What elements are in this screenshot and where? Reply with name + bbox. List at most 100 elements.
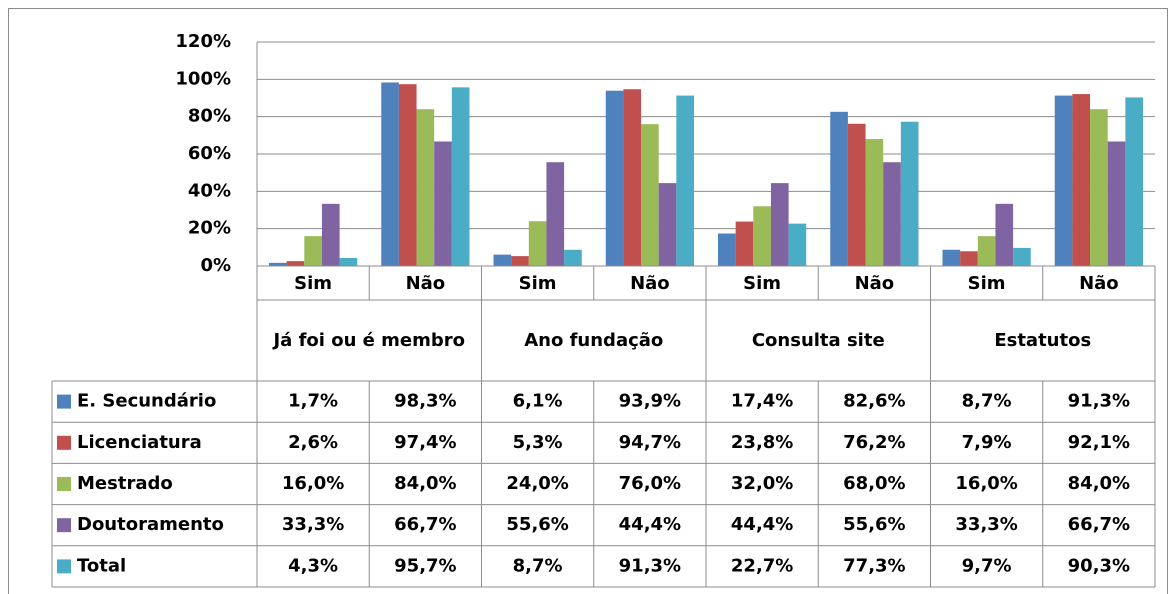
- table-cell: 95,7%: [394, 555, 456, 576]
- bar: [753, 206, 771, 266]
- table-cell: 8,7%: [513, 555, 563, 576]
- bar: [735, 221, 754, 266]
- group-label-box: Já foi ou é membro: [273, 329, 465, 351]
- bar: [321, 203, 340, 266]
- legend-key: [57, 477, 71, 491]
- y-tick-label: 0%: [200, 255, 231, 276]
- bar: [1107, 141, 1126, 266]
- x-tick-label: Não: [406, 273, 446, 294]
- table-cell: 2,6%: [288, 432, 338, 453]
- group-label: Ano fundação: [524, 329, 664, 351]
- table-cell: 66,7%: [1068, 514, 1130, 535]
- table-cell: 55,6%: [506, 514, 568, 535]
- table-cell: 76,0%: [619, 473, 681, 494]
- bar: [416, 109, 435, 266]
- table-cell: 97,4%: [394, 432, 456, 453]
- table-cell: 9,7%: [962, 555, 1012, 576]
- bar: [900, 121, 919, 266]
- bar: [788, 223, 807, 266]
- table-cell: 8,7%: [962, 391, 1012, 412]
- bar: [269, 262, 287, 266]
- table-cell: 92,1%: [1068, 432, 1130, 453]
- x-tick-label: Sim: [519, 273, 557, 294]
- legend-key: [57, 394, 71, 409]
- table-cell: 24,0%: [506, 473, 568, 494]
- legend-label: Doutoramento: [77, 514, 224, 535]
- table-cell: 17,4%: [731, 391, 793, 412]
- bar: [1125, 97, 1143, 266]
- table-cell: 68,0%: [843, 473, 905, 494]
- y-tick-label: 120%: [175, 31, 231, 52]
- group-label: Consulta site: [751, 329, 885, 351]
- bar: [564, 249, 582, 266]
- bar: [1072, 94, 1091, 266]
- table-cell: 66,7%: [394, 514, 456, 535]
- group-label: Já foi ou é membro: [273, 329, 465, 351]
- table-cell: 77,3%: [843, 555, 905, 576]
- y-tick-label: 20%: [188, 218, 231, 239]
- bar: [339, 257, 358, 266]
- table-cell: 16,0%: [282, 473, 344, 494]
- bar: [511, 256, 529, 266]
- bar: [960, 251, 978, 266]
- x-tick-label: Sim: [294, 273, 332, 294]
- bar: [641, 124, 659, 266]
- bar: [286, 261, 305, 266]
- legend-key: [57, 435, 71, 450]
- table-cell: 22,7%: [731, 555, 793, 576]
- y-tick-label: 100%: [175, 68, 231, 89]
- x-tick-label: Não: [1079, 273, 1119, 294]
- y-tick-label: 80%: [188, 106, 231, 127]
- table-cell: 55,6%: [843, 514, 905, 535]
- chart-frame: [8, 8, 1168, 594]
- table-cell: 91,3%: [1068, 391, 1130, 412]
- legend-key: [57, 559, 71, 574]
- table-cell: 7,9%: [962, 432, 1012, 453]
- x-tick-label: Não: [630, 273, 670, 294]
- bar: [451, 87, 470, 266]
- legend-label: Licenciatura: [77, 432, 202, 453]
- bar: [977, 236, 996, 266]
- bar: [830, 111, 848, 267]
- table-cell: 5,3%: [513, 432, 563, 453]
- table-cell: 90,3%: [1068, 555, 1130, 576]
- bar: [546, 162, 565, 266]
- bar: [1054, 95, 1073, 266]
- bar: [942, 249, 961, 266]
- group-label-box: Estatutos: [994, 330, 1091, 351]
- table-cell: 82,6%: [843, 391, 905, 412]
- table-cell: 6,1%: [513, 391, 563, 412]
- group-label-box: Ano fundação: [524, 329, 664, 351]
- y-tick-label: 40%: [188, 180, 231, 201]
- bar: [304, 236, 322, 266]
- bar: [676, 95, 694, 266]
- bar: [623, 89, 642, 266]
- bar: [528, 221, 547, 266]
- x-tick-label: Não: [855, 273, 895, 294]
- bar: [770, 183, 789, 266]
- bar: [865, 139, 884, 266]
- y-tick-label: 60%: [188, 143, 231, 164]
- bar: [398, 84, 417, 266]
- table-cell: 84,0%: [394, 473, 456, 494]
- bar: [1090, 109, 1108, 266]
- legend-key: [57, 518, 71, 533]
- table-cell: 23,8%: [731, 432, 793, 453]
- table-cell: 44,4%: [731, 514, 793, 535]
- table-cell: 76,2%: [843, 432, 905, 453]
- bar: [718, 233, 736, 266]
- group-label-box: Consulta site: [751, 329, 885, 351]
- table-cell: 1,7%: [288, 391, 338, 412]
- table-cell: 32,0%: [731, 473, 793, 494]
- x-tick-label: Sim: [743, 273, 781, 294]
- legend-label: Total: [77, 555, 126, 576]
- table-cell: 91,3%: [619, 555, 681, 576]
- bar: [1013, 247, 1031, 266]
- table-cell: 4,3%: [288, 555, 338, 576]
- legend-label: E. Secundário: [77, 391, 216, 412]
- table-cell: 93,9%: [619, 391, 681, 412]
- legend-label: Mestrado: [77, 473, 173, 494]
- bar: [381, 82, 399, 266]
- table-cell: 94,7%: [619, 432, 681, 453]
